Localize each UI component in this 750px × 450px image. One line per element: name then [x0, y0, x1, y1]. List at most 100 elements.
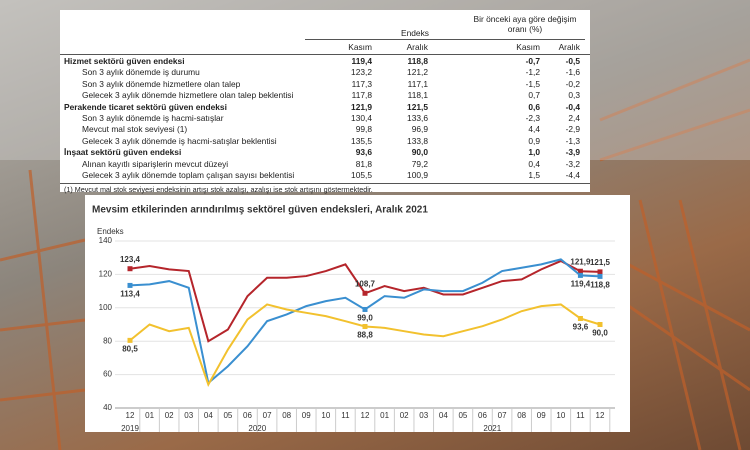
cell: 1,0: [528, 147, 540, 158]
x-tick-label: 05: [458, 411, 467, 420]
cell: -4,4: [565, 170, 580, 180]
cell: -1,6: [565, 67, 580, 78]
y-tick-label: 80: [103, 336, 112, 345]
x-tick-label: 10: [321, 411, 330, 420]
x-group-label: 2019: [121, 424, 139, 432]
point-marker: [127, 282, 133, 288]
point-marker: [362, 306, 368, 312]
cell: 0,9: [528, 135, 540, 146]
row-label: Hizmet sektörü güven endeksi: [64, 56, 185, 66]
x-tick-label: 08: [517, 411, 526, 420]
cell: 117,1: [407, 78, 428, 89]
cell: 123,2: [351, 67, 372, 78]
x-tick-label: 07: [498, 411, 507, 420]
cell: 2,4: [568, 113, 580, 123]
y-tick-label: 100: [99, 303, 113, 312]
cell: 81,8: [355, 158, 372, 169]
row-label: Perakende ticaret sektörü güven endeksi: [64, 101, 227, 112]
cell: 0,4: [528, 158, 540, 169]
cell: -0,5: [565, 56, 580, 66]
point-marker: [127, 337, 133, 343]
y-tick-label: 120: [99, 270, 113, 279]
cell: 90,0: [411, 147, 428, 158]
chart-title: Mevsim etkilerinden arındırılmış sektöre…: [92, 205, 428, 216]
point-marker: [577, 315, 583, 321]
cell: 0,3: [568, 90, 580, 101]
x-tick-label: 10: [556, 411, 565, 420]
row-label: Gelecek 3 aylık dönemde iş hacmi-satışla…: [82, 135, 277, 146]
cell: 0,6: [528, 101, 540, 112]
x-tick-label: 05: [223, 411, 232, 420]
data-label: 108,7: [355, 279, 376, 288]
x-tick-label: 03: [419, 411, 428, 420]
cell: -0,2: [565, 78, 580, 89]
point-marker: [597, 273, 603, 279]
x-group-label: 2020: [248, 424, 266, 432]
cell: -3,9: [565, 147, 580, 158]
x-tick-label: 03: [184, 411, 193, 420]
x-tick-label: 06: [478, 411, 487, 420]
cell: 4,4: [528, 124, 540, 135]
cell: 118,8: [407, 56, 429, 66]
data-label: 80,5: [122, 344, 138, 353]
cell: 133,8: [407, 135, 428, 146]
row-label: İnşaat sektörü güven endeksi: [64, 147, 182, 158]
x-tick-label: 09: [537, 411, 546, 420]
column-header: Aralık: [558, 42, 580, 52]
y-tick-label: 140: [99, 236, 113, 245]
data-label: 121,9: [570, 257, 591, 266]
cell: -0,4: [565, 101, 580, 112]
cell: -1,5: [525, 78, 540, 89]
data-label: 119,4: [571, 280, 591, 289]
x-tick-label: 12: [126, 411, 135, 420]
x-tick-label: 02: [165, 411, 174, 420]
x-tick-label: 01: [380, 411, 389, 420]
data-label: 118,8: [590, 281, 610, 290]
row-label: Gelecek 3 aylık dönemde hizmetlere olan …: [82, 90, 294, 101]
header: Bir önceki aya göre değişim oranı (%): [473, 14, 577, 34]
row-label: Son 3 aylık dönemde iş hacmi-satışlar: [82, 113, 224, 123]
table: Endeks Bir önceki aya göre değişim oranı…: [60, 10, 590, 194]
cell: -1,2: [525, 67, 540, 78]
cell: 133,6: [407, 113, 428, 123]
cell: -2,9: [565, 124, 580, 135]
data-label: 90,0: [592, 329, 608, 338]
x-tick-label: 01: [145, 411, 154, 420]
chart-panel: [85, 195, 630, 432]
data-label: 121,5: [590, 258, 611, 267]
row-label: Son 3 aylık dönemde hizmetlere olan tale…: [82, 78, 241, 89]
cell: 93,6: [355, 147, 372, 158]
x-tick-label: 11: [576, 411, 585, 420]
cell: 119,4: [351, 56, 373, 66]
point-marker: [597, 269, 603, 275]
point-marker: [362, 290, 368, 296]
x-group-label: 2021: [483, 424, 501, 432]
data-label: 99,0: [357, 314, 373, 323]
cell: 117,3: [351, 78, 372, 89]
x-tick-label: 06: [243, 411, 252, 420]
cell: 121,5: [407, 101, 428, 112]
cell: -2,3: [525, 113, 540, 123]
row-label: Alınan kayıtlı siparişlerin mevcut düzey…: [82, 158, 229, 169]
point-marker: [597, 322, 603, 327]
x-tick-label: 12: [596, 411, 605, 420]
column-header: Kasım: [516, 42, 540, 52]
x-tick-label: 04: [204, 411, 213, 420]
point-marker: [362, 324, 368, 330]
rule: [305, 39, 585, 40]
point-marker: [127, 266, 133, 272]
cell: 121,2: [407, 67, 428, 78]
rule: [60, 54, 590, 55]
y-tick-label: 60: [103, 370, 112, 379]
point-marker: [577, 268, 583, 274]
rule: [60, 183, 590, 184]
x-tick-label: 11: [341, 411, 350, 420]
cell: 105,5: [351, 170, 372, 180]
cell: -3,2: [565, 158, 580, 169]
data-label: 93,6: [573, 323, 589, 332]
data-label: 113,4: [120, 290, 140, 299]
column-header: Aralık: [406, 42, 428, 52]
x-tick-label: 04: [439, 411, 448, 420]
cell: 99,8: [355, 124, 372, 135]
